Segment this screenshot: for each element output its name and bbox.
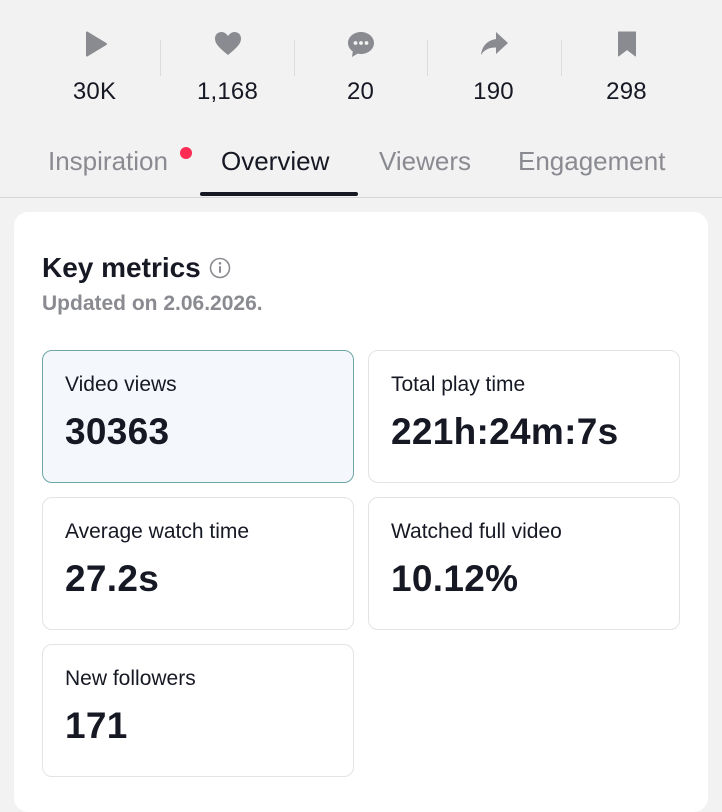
metric-label: New followers (65, 667, 196, 690)
metric-value: 171 (65, 705, 128, 746)
stat-saves-value: 298 (606, 78, 647, 105)
key-metrics-title: Key metrics (42, 252, 201, 283)
share-icon (476, 26, 512, 62)
stat-comments: 20 (294, 0, 427, 128)
metric-card-video-views[interactable]: Video views 30363 (42, 350, 354, 483)
stat-divider (294, 40, 295, 76)
metric-label: Video views (65, 373, 177, 396)
tab-overview[interactable]: Overview (221, 146, 330, 176)
tab-engagement[interactable]: Engagement (518, 146, 666, 176)
stat-saves: 298 (560, 0, 693, 128)
analytics-tabs: Inspiration Overview Viewers Engagement (0, 134, 722, 198)
play-icon (77, 26, 113, 62)
metric-card-total-play-time[interactable]: Total play time 221h:24m:7s (368, 350, 680, 483)
metric-card-new-followers[interactable]: New followers 171 (42, 644, 354, 777)
comment-icon (343, 26, 379, 62)
bookmark-icon (609, 26, 645, 62)
updated-date: Updated on 2.06.2026. (42, 292, 263, 315)
stat-likes: 1,168 (161, 0, 294, 128)
stat-divider (160, 40, 161, 76)
metric-value: 10.12% (391, 558, 519, 599)
stat-views-value: 30K (72, 78, 117, 105)
stat-divider (561, 40, 562, 76)
metric-value: 30363 (65, 411, 170, 452)
stat-likes-value: 1,168 (196, 78, 259, 105)
video-stats-bar: 30K 1,168 20 190 298 (0, 0, 722, 128)
tab-inspiration[interactable]: Inspiration (48, 146, 168, 176)
metric-label: Total play time (391, 373, 526, 396)
metric-value: 27.2s (65, 558, 160, 599)
key-metrics-card: Key metrics Updated on 2.06.2026. Video … (14, 212, 708, 812)
metric-card-watched-full-video[interactable]: Watched full video 10.12% (368, 497, 680, 630)
stat-shares: 190 (427, 0, 560, 128)
stat-divider (427, 40, 428, 76)
stat-views: 30K (28, 0, 161, 128)
active-tab-indicator (200, 192, 358, 196)
notification-dot (180, 147, 192, 159)
stat-comments-value: 20 (346, 78, 375, 105)
stat-shares-value: 190 (473, 78, 514, 105)
tab-viewers[interactable]: Viewers (379, 146, 472, 176)
info-icon[interactable] (209, 257, 231, 279)
key-metrics-header: Key metrics (42, 252, 231, 284)
metric-label: Watched full video (391, 520, 562, 543)
metric-value: 221h:24m:7s (391, 411, 619, 452)
metric-card-average-watch-time[interactable]: Average watch time 27.2s (42, 497, 354, 630)
heart-icon (210, 26, 246, 62)
metric-label: Average watch time (65, 520, 250, 543)
